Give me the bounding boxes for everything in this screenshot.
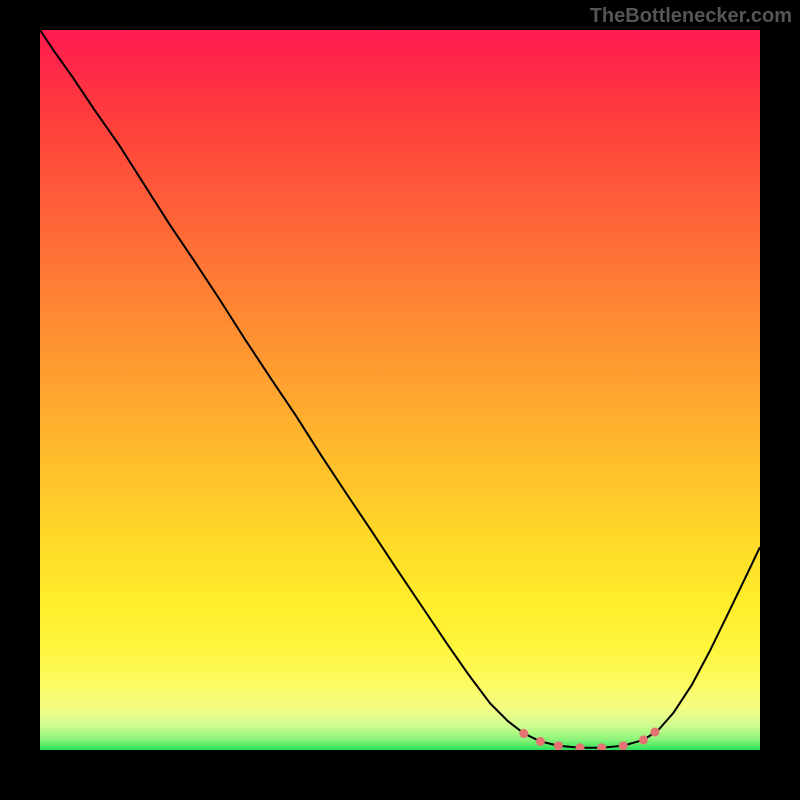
trough-marker [597, 743, 606, 750]
trough-marker [536, 737, 545, 746]
trough-marker [576, 743, 585, 750]
trough-marker [554, 741, 563, 750]
trough-markers [519, 728, 659, 751]
trough-marker [519, 729, 528, 738]
curve-layer [40, 30, 760, 750]
trough-marker [650, 728, 659, 737]
trough-marker [619, 741, 628, 750]
plot-area [40, 30, 760, 750]
watermark-text: TheBottlenecker.com [590, 5, 792, 28]
trough-marker [639, 735, 648, 744]
main-curve [40, 30, 760, 748]
